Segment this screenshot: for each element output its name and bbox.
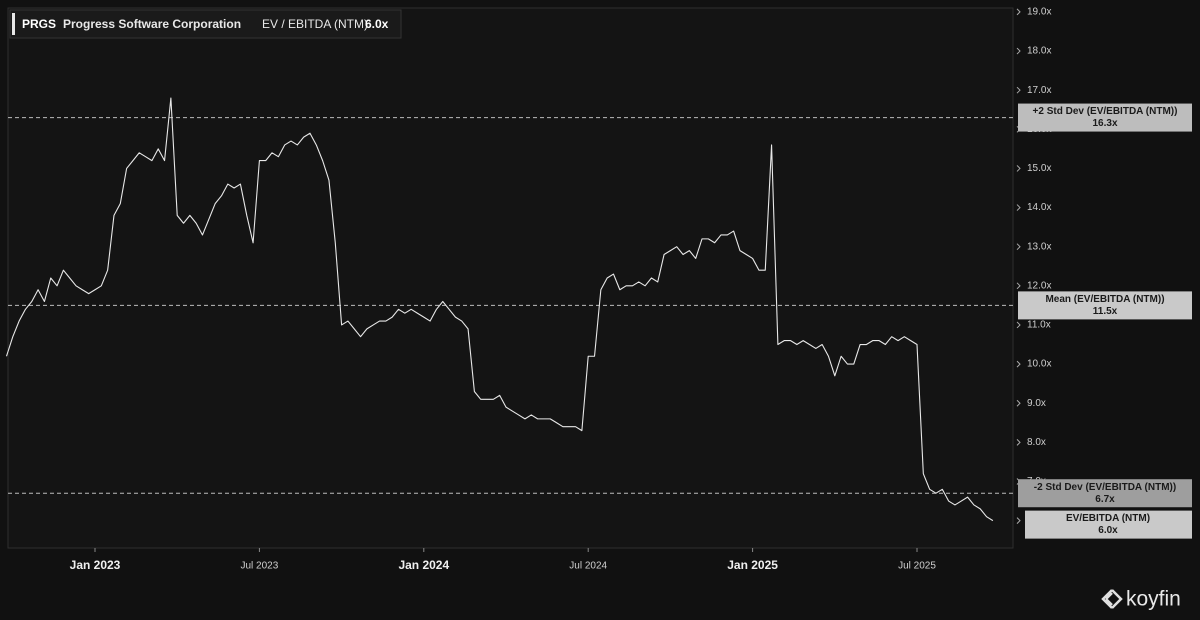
y-tick-mark (1016, 438, 1021, 446)
y-tick-label: 8.0x (1027, 437, 1046, 448)
y-tick-mark (1016, 517, 1021, 524)
ticker: PRGS (22, 17, 56, 31)
header-accent (12, 13, 15, 35)
x-tick-label: Jul 2025 (898, 561, 936, 572)
y-tick-label: 9.0x (1027, 398, 1046, 409)
x-tick-label: Jan 2024 (398, 558, 449, 572)
metric: EV / EBITDA (NTM) (262, 17, 368, 31)
y-tick-mark (1016, 360, 1021, 368)
brand-icon (1101, 589, 1123, 609)
x-tick-label: Jul 2024 (569, 561, 607, 572)
y-tick-mark (1016, 165, 1021, 172)
reference-value: 6.7x (1095, 494, 1115, 505)
last-value: 6.0x (1098, 525, 1118, 536)
company: Progress Software Corporation (63, 17, 241, 31)
x-tick-label: Jan 2023 (70, 558, 121, 572)
brand: koyfin (1126, 588, 1181, 611)
y-tick-label: 12.0x (1027, 280, 1051, 291)
x-tick-label: Jan 2025 (727, 558, 778, 572)
plot-layer (5, 97, 1013, 522)
y-tick-label: 17.0x (1027, 85, 1051, 96)
reference-name: Mean (EV/EBITDA (NTM)) (1045, 294, 1164, 305)
y-tick-mark (1016, 8, 1021, 16)
series-line (5, 97, 994, 522)
last-value-box (1025, 510, 1192, 539)
x-tick-label: Jul 2023 (240, 561, 278, 572)
y-tick-label: 15.0x (1027, 163, 1051, 174)
series-name: EV/EBITDA (NTM) (1066, 513, 1150, 524)
reference-name: +2 Std Dev (EV/EBITDA (NTM)) (1033, 106, 1178, 117)
y-tick-label: 18.0x (1027, 46, 1051, 57)
reference-value: 16.3x (1092, 118, 1117, 129)
plot-area (7, 7, 1014, 549)
header-value: 6.0x (365, 17, 389, 31)
y-tick-mark (1016, 282, 1021, 290)
reference-box (1018, 103, 1192, 132)
y-tick-label: 11.0x (1027, 320, 1051, 331)
y-tick-label: 13.0x (1027, 241, 1051, 252)
y-tick-mark (1016, 47, 1021, 55)
y-tick-mark (1016, 399, 1021, 407)
y-tick-mark (1016, 86, 1021, 94)
y-tick-label: 10.0x (1027, 359, 1051, 370)
y-tick-mark (1016, 243, 1021, 251)
reference-box (1018, 291, 1192, 320)
y-tick-mark (1016, 204, 1021, 211)
y-tick-mark (1016, 321, 1021, 329)
y-tick-label: 19.0x (1027, 7, 1051, 18)
reference-name: -2 Std Dev (EV/EBITDA (NTM)) (1034, 482, 1176, 493)
reference-box (1018, 479, 1192, 508)
y-tick-label: 14.0x (1027, 202, 1051, 213)
reference-value: 11.5x (1093, 306, 1118, 317)
header-box (9, 9, 402, 39)
